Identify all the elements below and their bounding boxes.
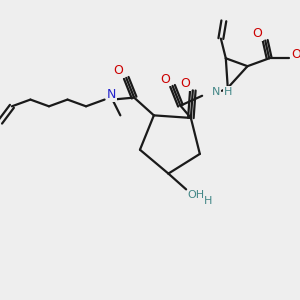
Text: O: O — [180, 77, 190, 90]
Text: O: O — [113, 64, 123, 77]
Text: O: O — [161, 73, 171, 85]
Text: N: N — [212, 87, 220, 97]
Text: H: H — [204, 196, 212, 206]
Text: N: N — [107, 88, 116, 101]
Text: O: O — [291, 48, 300, 61]
Text: OH: OH — [188, 190, 205, 200]
Text: H: H — [224, 87, 232, 97]
Text: O: O — [252, 27, 262, 40]
